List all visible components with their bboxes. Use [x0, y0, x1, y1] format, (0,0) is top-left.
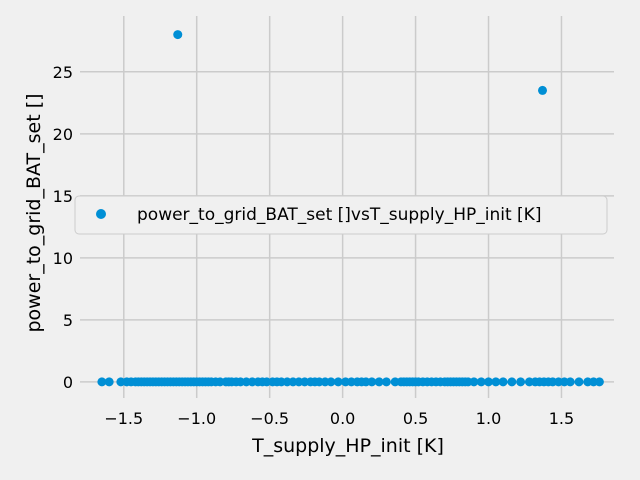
- x-tick-label: −1.5: [104, 409, 143, 428]
- data-point: [374, 377, 384, 387]
- data-point: [594, 377, 604, 387]
- legend: power_to_grid_BAT_set []vsT_supply_HP_in…: [74, 195, 608, 235]
- data-point: [367, 377, 377, 387]
- legend-marker: [96, 209, 106, 219]
- data-point: [565, 377, 575, 387]
- data-point: [507, 377, 517, 387]
- y-tick-label: 15: [53, 187, 73, 206]
- x-tick-label: 0.0: [330, 409, 355, 428]
- data-point: [476, 377, 486, 387]
- y-tick-label: 0: [63, 373, 73, 392]
- y-axis-label: power_to_grid_BAT_set []: [23, 93, 45, 332]
- data-point: [491, 377, 501, 387]
- data-point: [104, 377, 114, 387]
- data-points: [97, 30, 604, 387]
- data-point: [574, 377, 584, 387]
- data-point: [333, 377, 343, 387]
- y-tick-label: 10: [53, 249, 73, 268]
- y-tick-labels: 0 5 10 15 20 25: [53, 63, 73, 392]
- data-point: [516, 377, 526, 387]
- data-point: [381, 377, 391, 387]
- x-tick-label: 1.0: [476, 409, 501, 428]
- x-tick-label: 0.5: [403, 409, 428, 428]
- data-point: [469, 377, 479, 387]
- data-point: [498, 377, 508, 387]
- y-tick-label: 20: [53, 125, 73, 144]
- legend-frame: [74, 195, 608, 235]
- legend-entry: power_to_grid_BAT_set []vsT_supply_HP_in…: [137, 205, 541, 225]
- data-point: [173, 30, 183, 40]
- data-point: [484, 377, 494, 387]
- x-axis-label: T_supply_HP_init [K]: [251, 435, 444, 457]
- data-point: [538, 85, 548, 95]
- x-tick-label: −0.5: [250, 409, 289, 428]
- x-tick-labels: −1.5 −1.0 −0.5 0.0 0.5 1.0 1.5: [104, 409, 574, 428]
- data-point: [97, 377, 107, 387]
- y-tick-label: 5: [63, 311, 73, 330]
- y-tick-label: 25: [53, 63, 73, 82]
- x-tick-label: −1.0: [177, 409, 216, 428]
- x-tick-label: 1.5: [549, 409, 574, 428]
- data-point: [326, 377, 336, 387]
